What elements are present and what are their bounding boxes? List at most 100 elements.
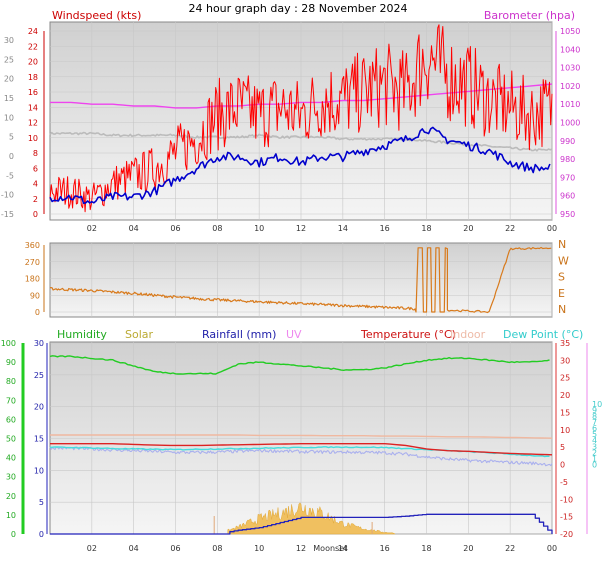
tick-label-wind: 12 <box>28 119 38 128</box>
tick-label-outer: -5 <box>6 171 14 180</box>
tick-label-temp: -20 <box>560 530 573 539</box>
series-wind-direction <box>49 246 552 314</box>
tick-label-wind: 2 <box>33 195 38 204</box>
tick-label-dir: 360 <box>25 241 40 250</box>
series-gray <box>49 131 553 152</box>
tick-label-x: 02 <box>87 224 97 233</box>
tick-label-wind: 24 <box>28 27 38 36</box>
tick-label-baro: 950 <box>560 210 575 219</box>
tick-label-humidity: 40 <box>6 454 16 463</box>
tick-label-humidity: 20 <box>6 492 16 501</box>
graph-title: 24 hour graph day : 28 November 2024 <box>188 2 407 15</box>
tick-label-dewpoint: 4 <box>592 436 597 445</box>
tick-label-temp: 15 <box>560 408 570 417</box>
compass-label: E <box>558 287 565 300</box>
tick-label-x: 12 <box>296 544 306 553</box>
tick-label-x: 18 <box>421 544 431 553</box>
tick-label-x: 14 <box>338 224 348 233</box>
legend-temp-panel: Humidity Solar Rainfall (mm) UV Temperat… <box>57 328 583 341</box>
tick-label-baro: 980 <box>560 155 575 164</box>
tick-label-baro: 960 <box>560 192 575 201</box>
tick-label-temp: 10 <box>560 426 570 435</box>
tick-label-dir: 0 <box>35 308 40 317</box>
tick-label-wind: 22 <box>28 42 38 51</box>
tick-label-x: 22 <box>505 224 515 233</box>
tick-label-x: 08 <box>212 544 222 553</box>
tick-label-dewpoint: 9 <box>592 406 597 415</box>
tick-label-outer: 15 <box>4 94 14 103</box>
series-rainfall <box>50 513 553 535</box>
tick-label-dir: 90 <box>30 291 40 300</box>
tick-label-rain: 15 <box>34 435 44 444</box>
tick-label-wind: 6 <box>33 164 38 173</box>
tick-label-dewpoint: 8 <box>592 412 597 421</box>
tick-label-rain: 30 <box>34 339 44 348</box>
tick-label-humidity: 30 <box>6 473 16 482</box>
compass-label: N <box>558 238 566 251</box>
series-secondary <box>49 446 553 467</box>
tick-label-baro: 1050 <box>560 27 580 36</box>
tick-label-wind: 20 <box>28 58 38 67</box>
tick-label-wind: 14 <box>28 103 38 112</box>
legend-temperature: Temperature (°C) <box>360 328 456 341</box>
tick-label-x: 04 <box>129 224 139 233</box>
tick-label-dewpoint: 6 <box>592 424 597 433</box>
tick-label-x: 16 <box>380 544 390 553</box>
legend-uv: UV <box>286 328 302 341</box>
tick-label-rain: 0 <box>39 530 44 539</box>
tick-label-x: 16 <box>380 224 390 233</box>
wind-label: Windspeed (kts) <box>52 9 141 22</box>
legend-dewpoint: Dew Point (°C) <box>503 328 583 341</box>
tick-label-temp: -5 <box>560 478 568 487</box>
tick-label-outer: -15 <box>1 210 14 219</box>
legend-humidity: Humidity <box>57 328 107 341</box>
tick-label-humidity: 80 <box>6 377 16 386</box>
series-humidity <box>49 355 550 375</box>
tick-label-x: 08 <box>212 224 222 233</box>
compass-label: S <box>558 271 565 284</box>
tick-label-humidity: 0 <box>11 530 16 539</box>
tick-label-wind: 8 <box>33 149 38 158</box>
tick-label-x: 12 <box>296 224 306 233</box>
tick-label-x: 20 <box>463 224 473 233</box>
tick-label-wind: 16 <box>28 88 38 97</box>
tick-label-dewpoint: 7 <box>592 418 597 427</box>
tick-label-temp: 25 <box>560 374 570 383</box>
tick-label-humidity: 100 <box>1 339 16 348</box>
tick-label-wind: 4 <box>33 180 38 189</box>
tick-label-outer: 30 <box>4 36 14 45</box>
tick-label-dewpoint: 2 <box>592 448 597 457</box>
tick-label-rain: 20 <box>34 403 44 412</box>
legend-rainfall: Rainfall (mm) <box>202 328 276 341</box>
tick-label-x: 20 <box>463 544 473 553</box>
tick-label-x: 14 <box>338 544 348 553</box>
tick-label-wind: 10 <box>28 134 38 143</box>
series-indoor <box>50 434 553 439</box>
tick-label-temp: 35 <box>560 339 570 348</box>
tick-label-x: 04 <box>129 544 139 553</box>
moonset-label: Moonset <box>313 544 347 553</box>
tick-label-temp: 20 <box>560 391 570 400</box>
tick-label-dewpoint: 5 <box>592 430 597 439</box>
tick-label-rain: 10 <box>34 466 44 475</box>
tick-label-x: 22 <box>505 544 515 553</box>
tick-label-dewpoint: 3 <box>592 442 597 451</box>
tick-label-humidity: 50 <box>6 435 16 444</box>
tick-label-outer: 0 <box>9 152 14 161</box>
tick-label-humidity: 70 <box>6 396 16 405</box>
tick-label-humidity: 90 <box>6 358 16 367</box>
series-barometer <box>50 83 553 109</box>
tick-label-baro: 1020 <box>560 82 580 91</box>
tick-label-temp: 30 <box>560 356 570 365</box>
tick-label-temp: 0 <box>560 461 565 470</box>
tick-label-dewpoint: 10 <box>592 400 602 409</box>
tick-label-x: 10 <box>254 224 264 233</box>
tick-label-x: 06 <box>170 544 180 553</box>
legend-indoor: Indoor <box>450 328 486 341</box>
tick-label-wind: 18 <box>28 73 38 82</box>
tick-label-baro: 1010 <box>560 100 580 109</box>
tick-label-wind: 0 <box>33 210 38 219</box>
tick-label-baro: 1040 <box>560 45 580 54</box>
tick-label-dewpoint: 1 <box>592 454 597 463</box>
